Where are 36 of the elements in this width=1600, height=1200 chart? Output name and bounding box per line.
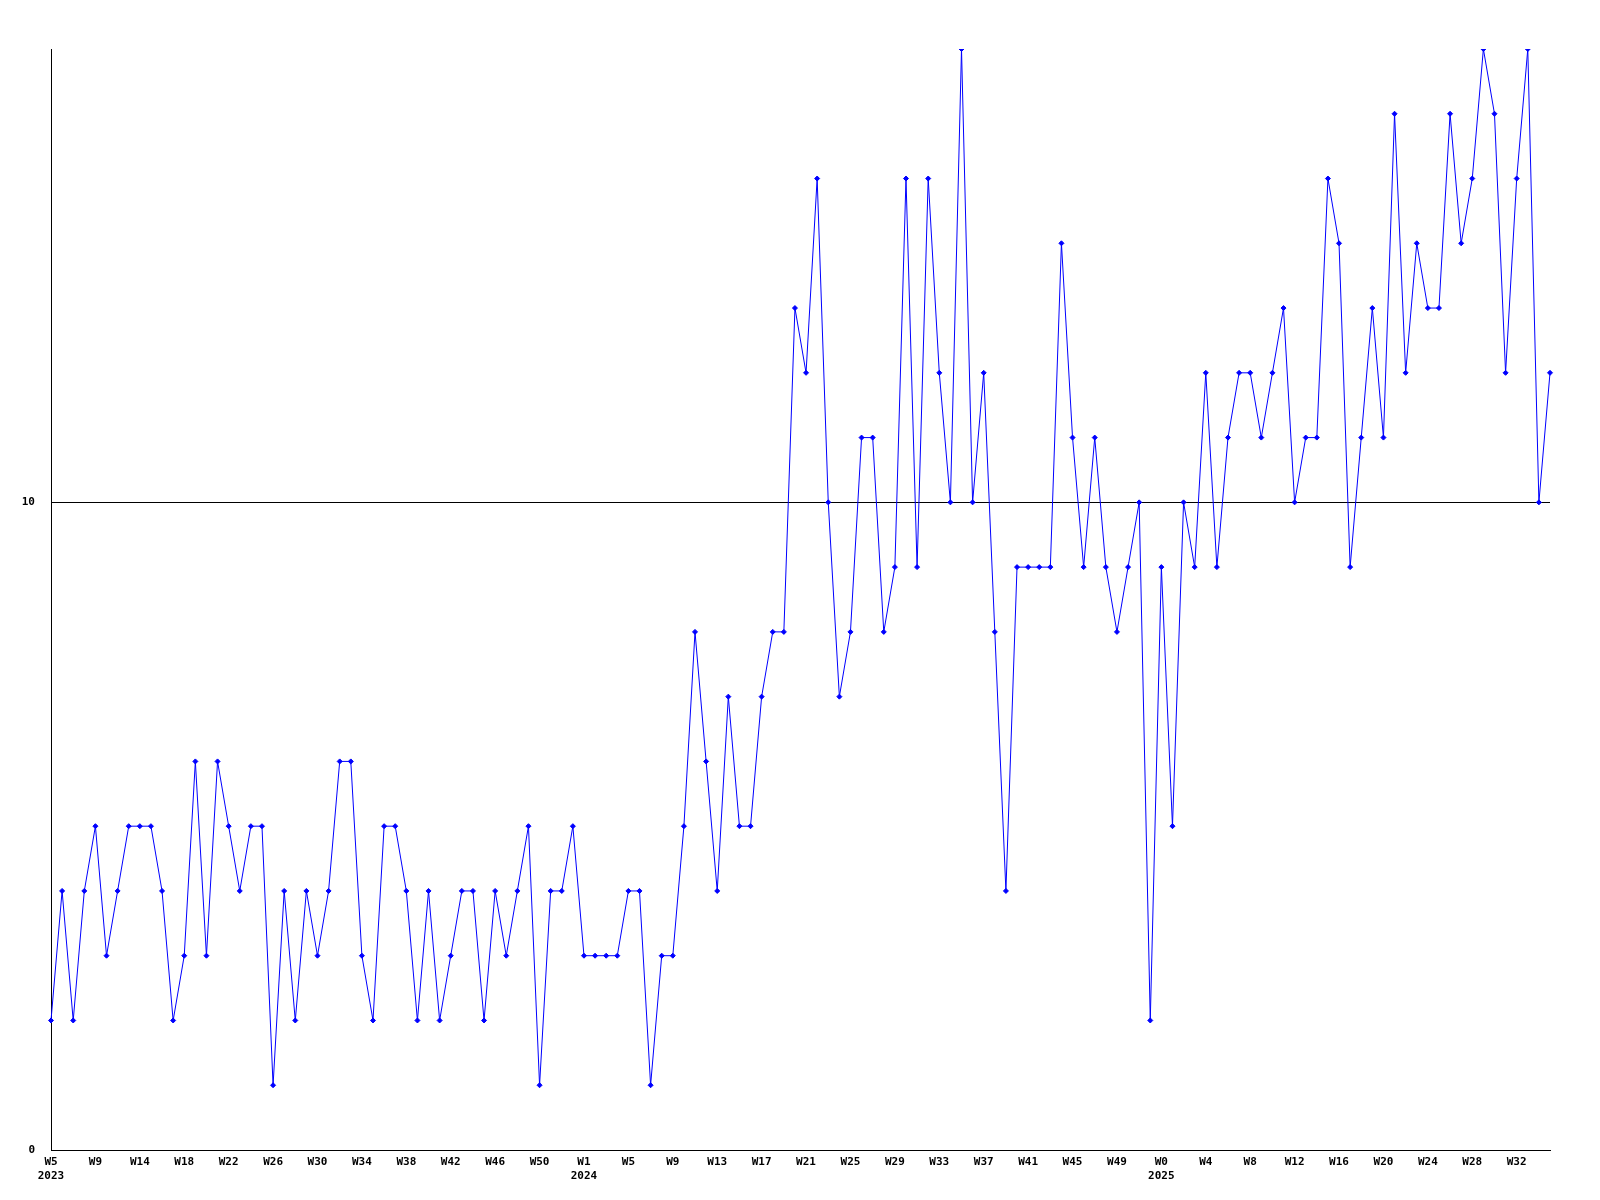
x-tick-label: W33 — [929, 1155, 950, 1169]
x-tick-label: W32 — [1506, 1155, 1527, 1169]
x-tick-label: W13 — [707, 1155, 728, 1169]
x-tick-label: W9 — [88, 1155, 103, 1169]
x-tick-label: W46 — [485, 1155, 506, 1169]
x-tick-label: W38 — [396, 1155, 417, 1169]
x-tick-label: W28 — [1462, 1155, 1483, 1169]
x-tick-label: W5 2023 — [37, 1155, 65, 1182]
x-tick-label: W26 — [263, 1155, 284, 1169]
x-tick-label: W14 — [129, 1155, 151, 1169]
x-tick-label: W22 — [218, 1155, 239, 1169]
x-tick-label: W25 — [840, 1155, 861, 1169]
x-tick-label: W45 — [1062, 1155, 1083, 1169]
x-tick-label: W30 — [307, 1155, 328, 1169]
y-tick-label: 10 — [21, 495, 35, 509]
x-tick-label: W41 — [1018, 1155, 1039, 1169]
x-tick-label: W34 — [351, 1155, 373, 1169]
x-tick-label: W4 — [1199, 1155, 1213, 1169]
x-tick-label: W1 2024 — [570, 1155, 598, 1182]
x-tick-label: W12 — [1284, 1155, 1305, 1169]
x-tick-label: W9 — [666, 1155, 680, 1169]
x-tick-label: W16 — [1329, 1155, 1350, 1169]
x-tick-label: W20 — [1373, 1155, 1394, 1169]
x-tick-label: W0 2025 — [1148, 1155, 1175, 1182]
x-tick-label: W29 — [884, 1155, 905, 1169]
x-tick-label: W18 — [174, 1155, 195, 1169]
x-tick-label: W24 — [1417, 1155, 1439, 1169]
x-tick-label: W49 — [1107, 1155, 1127, 1169]
y-tick-label: 0 — [28, 1142, 35, 1156]
x-tick-label: W37 — [973, 1155, 994, 1169]
x-tick-label: W50 — [529, 1155, 550, 1169]
x-tick-label: W42 — [440, 1155, 461, 1169]
x-tick-label: W17 — [751, 1155, 772, 1169]
x-tick-label: W21 — [796, 1155, 817, 1169]
x-tick-label: W8 — [1243, 1155, 1257, 1169]
x-tick-label: W5 — [621, 1155, 636, 1169]
